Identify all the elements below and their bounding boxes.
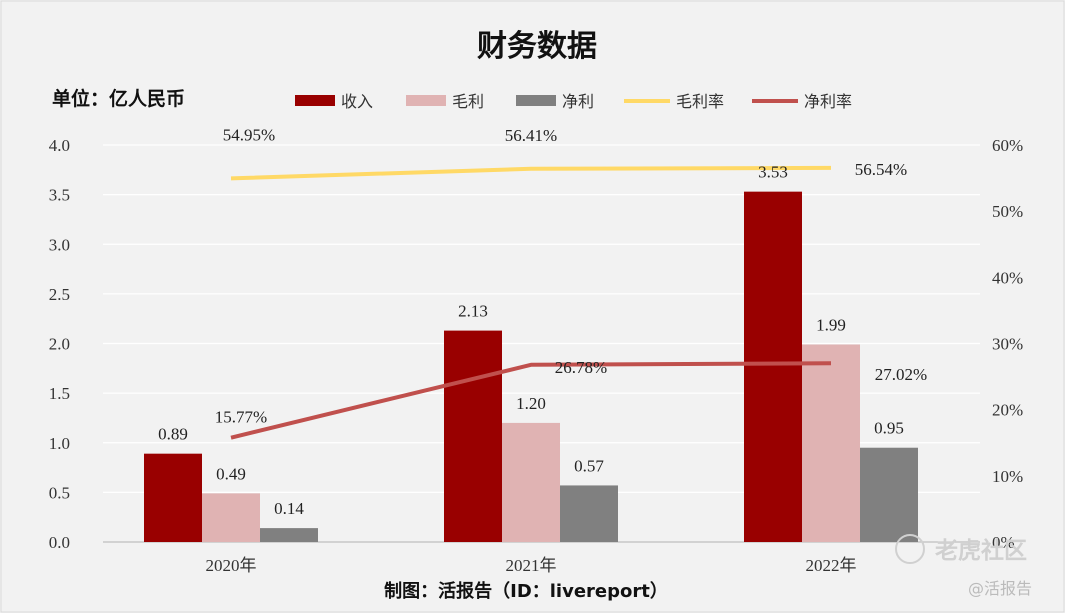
y-left-tick-label: 2.0: [49, 335, 70, 354]
line-data-label: 54.95%: [223, 125, 275, 144]
bar-收入-2021年: [444, 330, 502, 542]
line-data-label: 27.02%: [875, 365, 927, 384]
legend-label: 净利率: [804, 92, 852, 111]
watermark-logo-icon: [895, 534, 925, 564]
watermark-sub: @活报告: [968, 579, 1032, 598]
axis-ticks: 0.0 0.5 1.0 1.5 2.0 2.5 3.0 3.5 4.0 0% 10% 20% 30% 40…: [49, 136, 1023, 575]
y-left-tick-label: 2.5: [49, 285, 70, 304]
legend-swatch: [295, 95, 335, 106]
y-right-tick-label: 40%: [992, 268, 1023, 287]
legend-swatch: [406, 95, 446, 106]
y-left-tick-label: 4.0: [49, 136, 70, 155]
line-毛利率: [230, 165, 832, 181]
bar-净利-2022年: [860, 447, 918, 542]
bar-data-label: 1.20: [516, 394, 546, 413]
y-left-tick-label: 3.5: [49, 186, 70, 205]
legend-label: 毛利: [452, 92, 484, 111]
bar-data-label: 3.53: [758, 163, 788, 182]
legend-swatch: [516, 95, 556, 106]
data-labels: 0.89 2.13 3.53 0.49 1.20 1.99 0.14 0.57 0.95 54.9…: [158, 125, 927, 518]
y-right-tick-label: 50%: [992, 202, 1023, 221]
footer-credit: 制图：活报告（ID：livereport）: [384, 580, 668, 602]
legend-label: 净利: [562, 92, 594, 111]
line-data-label: 56.41%: [505, 126, 557, 145]
bar-data-label: 0.14: [274, 499, 304, 518]
legend: 收入 毛利 净利 毛利率 净利率: [295, 92, 852, 111]
bar-收入-2022年: [744, 191, 802, 542]
watermark-main: 老虎社区: [934, 537, 1027, 564]
unit-label: 单位：亿人民币: [52, 87, 185, 110]
y-left-tick-label: 3.0: [49, 235, 70, 254]
bar-收入-2020年: [144, 453, 202, 542]
margin-lines: [230, 165, 832, 440]
bar-净利-2021年: [560, 485, 618, 542]
chart-title: 财务数据: [477, 29, 597, 64]
y-right-tick-label: 20%: [992, 401, 1023, 420]
bar-毛利-2022年: [802, 344, 860, 542]
y-left-tick-label: 1.5: [49, 384, 70, 403]
bar-data-label: 0.49: [216, 464, 246, 483]
y-right-tick-label: 10%: [992, 467, 1023, 486]
legend-label: 收入: [341, 92, 373, 111]
bar-data-label: 0.57: [574, 456, 604, 475]
legend-label: 毛利率: [676, 92, 724, 111]
line-data-label: 26.78%: [555, 358, 607, 377]
x-tick-label: 2020年: [206, 556, 257, 575]
y-left-tick-label: 0.0: [49, 533, 70, 552]
bar-净利-2020年: [260, 528, 318, 542]
y-right-tick-label: 30%: [992, 335, 1023, 354]
x-tick-label: 2021年: [506, 556, 557, 575]
bar-data-label: 2.13: [458, 302, 488, 321]
y-right-tick-label: 0%: [992, 533, 1015, 552]
bar-data-label: 1.99: [816, 315, 846, 334]
bars: [144, 191, 918, 542]
line-data-label: 56.54%: [855, 160, 907, 179]
bar-data-label: 0.89: [158, 425, 188, 444]
watermark: 老虎社区 @活报告: [895, 534, 1032, 598]
y-left-tick-label: 0.5: [49, 483, 70, 502]
bar-毛利-2020年: [202, 493, 260, 542]
bar-毛利-2021年: [502, 422, 560, 542]
y-left-tick-label: 1.0: [49, 434, 70, 453]
line-净利率: [230, 361, 832, 440]
y-right-tick-label: 60%: [992, 136, 1023, 155]
line-data-label: 15.77%: [215, 408, 267, 427]
bar-data-label: 0.95: [874, 419, 904, 438]
x-tick-label: 2022年: [806, 556, 857, 575]
